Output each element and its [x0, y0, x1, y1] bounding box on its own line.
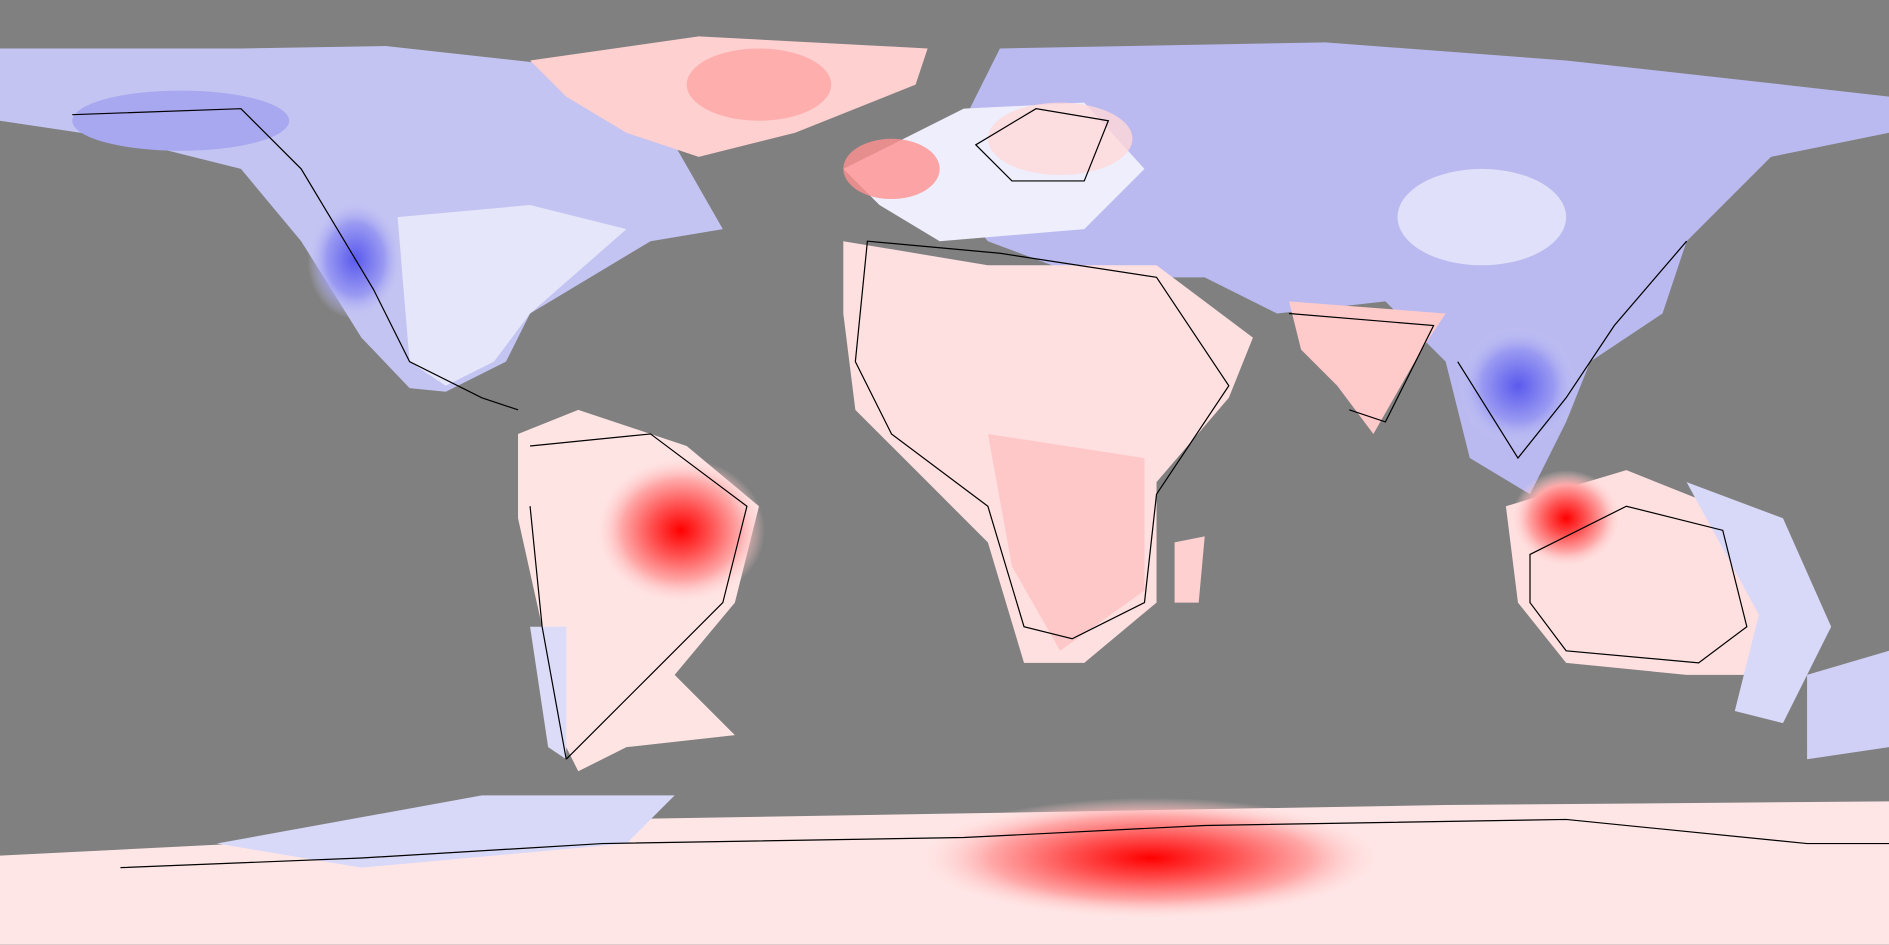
africa	[843, 241, 1253, 663]
south-america	[518, 409, 765, 772]
australia	[1505, 470, 1889, 760]
greenland	[530, 36, 928, 157]
north-america	[0, 46, 723, 392]
coastlines	[72, 108, 1889, 869]
eurasia	[843, 42, 1889, 495]
antarctica	[0, 795, 1889, 945]
india	[1289, 301, 1446, 434]
